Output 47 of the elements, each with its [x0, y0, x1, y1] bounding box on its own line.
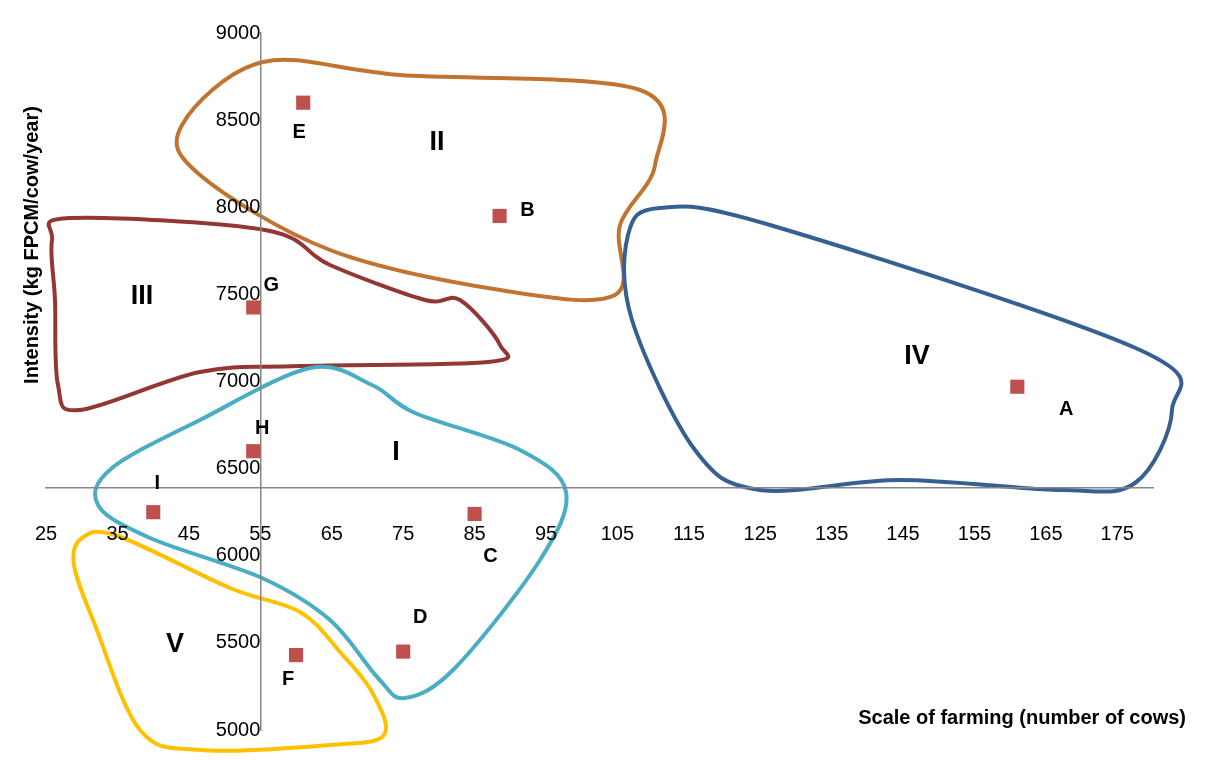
annotation: II: [429, 126, 445, 157]
point: [288, 648, 304, 663]
x-tick-label: 25: [35, 522, 58, 545]
x-tick-label: 155: [957, 522, 992, 545]
point: [296, 95, 311, 110]
x-tick-label: 85: [463, 522, 486, 545]
annotation: E: [292, 120, 306, 143]
point: [492, 208, 507, 224]
x-tick-label: 125: [743, 522, 777, 545]
y-tick-label: 6000: [215, 543, 261, 566]
annotation: III: [130, 280, 154, 311]
y-axis-title: Intensity (kg FPCM/cow/year): [19, 106, 42, 384]
point: [246, 444, 261, 459]
x-axis-title: Scale of farming (number of cows): [858, 705, 1186, 728]
x-tick-label: 145: [886, 522, 920, 545]
y-tick-label: 8500: [215, 107, 261, 130]
x-tick-label: 135: [814, 522, 849, 545]
annotation: A: [1059, 397, 1074, 420]
y-tick-label: 6500: [215, 456, 261, 479]
y-tick-label: 5500: [215, 630, 261, 653]
annotation: D: [412, 605, 428, 628]
point: [246, 300, 261, 315]
point: [467, 506, 482, 521]
annotation: H: [254, 415, 270, 438]
annotation: F: [281, 666, 295, 689]
x-tick-label: 45: [177, 522, 201, 545]
annotation: I: [154, 470, 161, 493]
x-tick-label: 105: [600, 522, 635, 545]
x-tick-label: 65: [320, 522, 343, 545]
x-tick-label: 165: [1029, 522, 1063, 545]
y-tick-label: 7500: [215, 281, 261, 304]
point: [396, 644, 411, 659]
y-tick-label: 9000: [215, 20, 261, 43]
y-tick-label: 7000: [215, 369, 261, 392]
x-tick-label: 175: [1100, 522, 1134, 545]
point: [1010, 379, 1025, 394]
point: [146, 505, 161, 520]
x-tick-label: 115: [672, 522, 705, 545]
annotation: I: [392, 436, 400, 467]
annotation: G: [263, 272, 279, 295]
x-tick-label: 55: [249, 522, 272, 545]
annotation: B: [520, 198, 535, 221]
annotation: V: [165, 628, 185, 659]
x-tick-label: 75: [392, 522, 415, 545]
y-tick-label: 5000: [215, 717, 261, 740]
annotation: C: [483, 544, 498, 567]
annotation: IV: [904, 340, 930, 371]
